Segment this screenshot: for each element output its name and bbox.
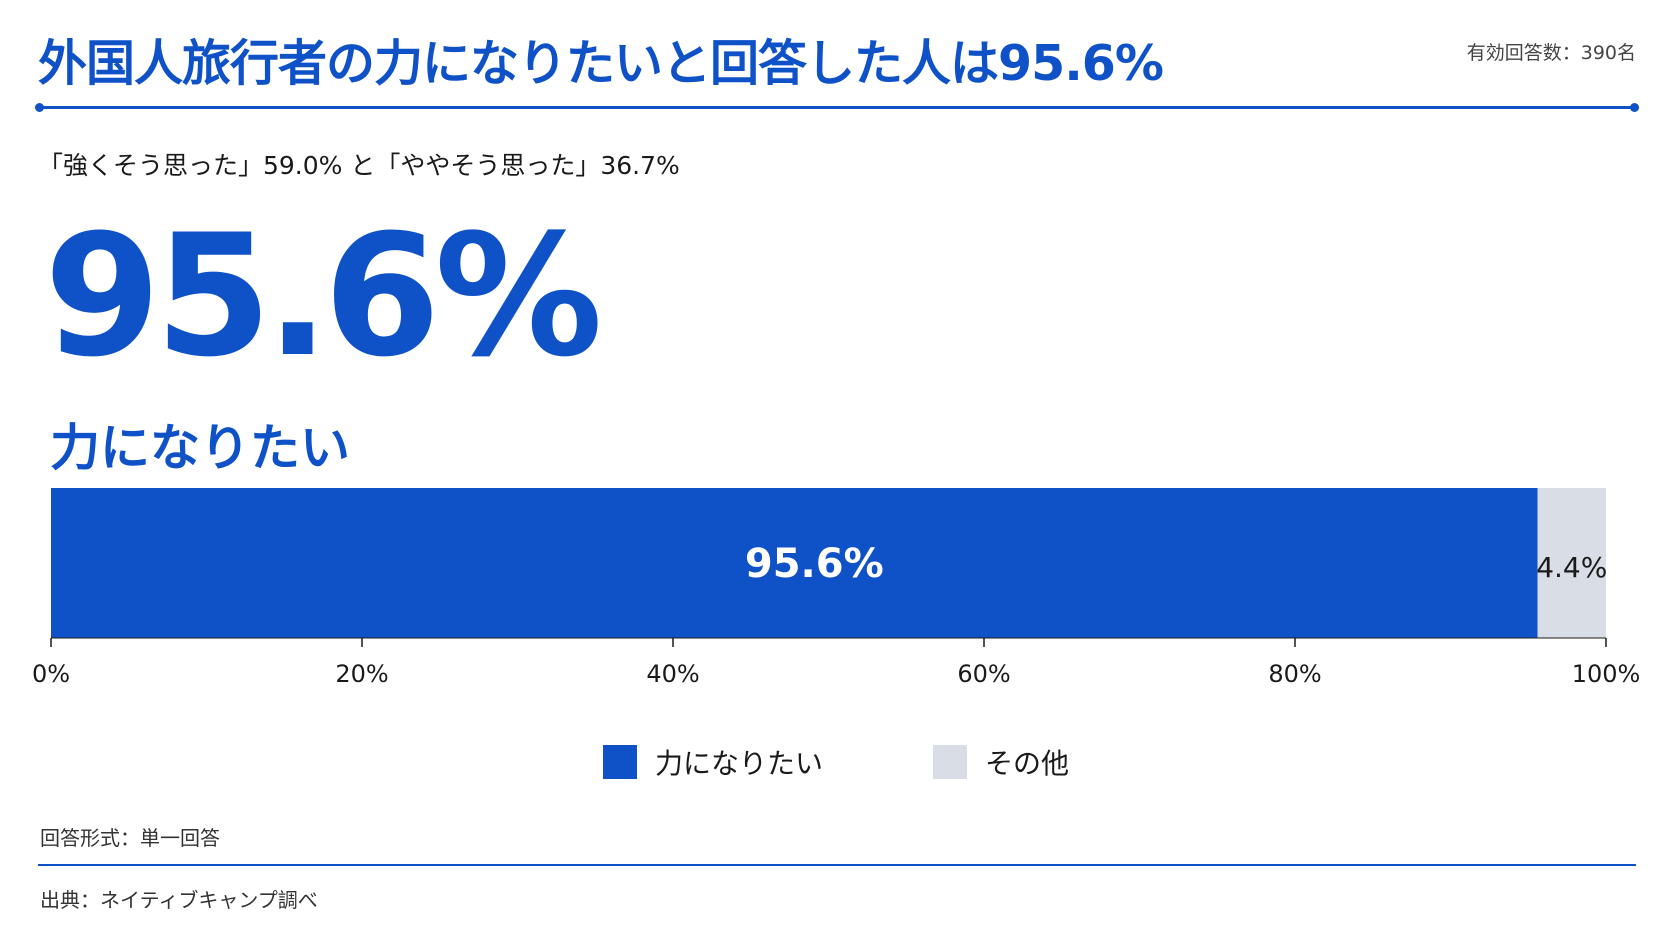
x-tick-label-0: 0% xyxy=(32,660,70,688)
legend-label-want-to-help: 力になりたい xyxy=(654,747,823,780)
legend-label-other: その他 xyxy=(985,747,1070,780)
respondent-count: 有効回答数：390名 xyxy=(1466,42,1636,64)
stacked-bar-chart: 95.6% 4.4% 0% 20% 40% 60% 80% 100% xyxy=(32,488,1641,688)
bar-segment-other-label: 4.4% xyxy=(1536,551,1607,584)
x-tick-label-20: 20% xyxy=(335,660,388,688)
answer-format: 回答形式：単一回答 xyxy=(40,826,220,850)
underline-dot-right xyxy=(1630,103,1639,112)
x-tick-label-100: 100% xyxy=(1572,660,1641,688)
legend-swatch-want-to-help xyxy=(602,745,637,779)
x-tick-label-60: 60% xyxy=(957,660,1010,688)
page-title: 外国人旅行者の力になりたいと回答した人は95.6% xyxy=(38,35,1164,92)
legend-item-other: その他 xyxy=(933,742,1069,782)
legend-item-want-to-help: 力になりたい xyxy=(602,742,823,782)
x-tick-label-80: 80% xyxy=(1268,660,1321,688)
x-tick-label-40: 40% xyxy=(646,660,699,688)
subtitle: 「強くそう思った」59.0% と「ややそう思った」36.7% xyxy=(38,151,680,180)
headline-label: 力になりたい xyxy=(50,419,350,477)
bar-segment-other xyxy=(1537,488,1606,638)
source-note: 出典：ネイティブキャンプ調べ xyxy=(40,888,318,912)
footer-rule xyxy=(38,864,1636,866)
underline-dot-left xyxy=(35,103,44,112)
bar-segment-want-to-help-label: 95.6% xyxy=(745,541,884,587)
headline-value: 95.6% xyxy=(44,198,603,394)
title-underline xyxy=(35,103,1639,112)
legend: 力になりたい その他 xyxy=(0,742,1672,782)
bar-segment-want-to-help xyxy=(51,488,1538,638)
legend-swatch-other xyxy=(933,745,967,779)
